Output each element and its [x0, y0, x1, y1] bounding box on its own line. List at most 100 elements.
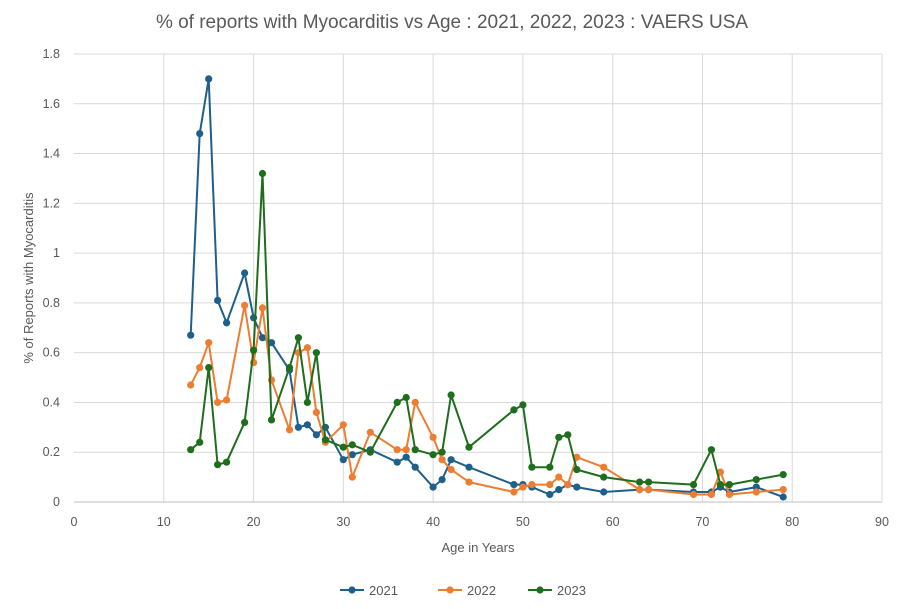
legend-item: 2022 [438, 583, 496, 598]
data-point [645, 486, 653, 494]
data-point [600, 488, 608, 496]
data-point [393, 398, 401, 406]
data-point [241, 269, 249, 277]
data-point [339, 443, 347, 451]
data-point [187, 446, 195, 454]
data-point [303, 398, 311, 406]
data-point [689, 490, 698, 499]
y-tick-label: 0.6 [43, 346, 60, 360]
data-point [411, 446, 419, 454]
data-point [438, 476, 446, 484]
data-point [339, 456, 347, 464]
data-point [707, 446, 716, 454]
data-point [564, 431, 572, 439]
data-point [447, 456, 455, 464]
data-point [312, 349, 320, 357]
series-2023 [187, 169, 787, 489]
data-point [752, 476, 760, 484]
x-tick-label: 20 [247, 515, 261, 529]
x-tick-label: 30 [336, 515, 350, 529]
y-tick-label: 0.8 [43, 296, 60, 310]
y-tick-label: 1.8 [43, 47, 60, 61]
data-point [519, 483, 527, 491]
data-point [258, 304, 267, 312]
data-point [600, 473, 608, 481]
data-point [250, 346, 258, 354]
data-point [402, 393, 410, 402]
data-point [294, 423, 302, 431]
data-point [510, 481, 518, 489]
data-point [241, 418, 249, 426]
data-point [303, 421, 311, 429]
series-2021 [187, 75, 787, 501]
data-point [716, 481, 725, 489]
data-point [285, 364, 294, 372]
data-point [546, 490, 554, 499]
y-tick-label: 1 [53, 246, 60, 260]
data-point [321, 436, 329, 444]
x-axis-ticks: 0 10 20 30 40 50 60 70 80 90 [71, 515, 889, 529]
data-point [447, 391, 455, 399]
data-point [429, 483, 437, 491]
y-tick-label: 0.4 [43, 395, 60, 409]
x-tick-label: 70 [695, 515, 709, 529]
data-point [645, 478, 653, 486]
data-point [339, 421, 347, 429]
data-point [411, 463, 419, 471]
y-tick-label: 0.2 [43, 445, 60, 459]
data-point [393, 446, 401, 454]
legend-item: 2021 [340, 583, 398, 598]
data-point [555, 486, 563, 494]
data-point [402, 446, 410, 454]
legend-swatch-marker [348, 586, 356, 594]
data-point [348, 473, 356, 481]
data-point [779, 486, 787, 494]
x-axis-label: Age in Years [441, 540, 515, 555]
data-point [510, 406, 518, 414]
data-point [214, 398, 222, 406]
data-point [258, 334, 267, 342]
data-point [447, 466, 455, 474]
data-point [366, 428, 374, 436]
data-point [465, 478, 473, 486]
data-point [779, 493, 787, 501]
data-point [564, 481, 572, 489]
data-point [303, 344, 311, 352]
data-point [636, 486, 644, 494]
data-point [393, 458, 401, 466]
data-point [725, 490, 734, 499]
data-point [528, 463, 536, 471]
legend-swatch-marker [446, 586, 454, 594]
data-point [438, 456, 446, 464]
data-point [519, 401, 527, 409]
data-point [600, 463, 608, 471]
y-axis-ticks: 0 0.2 0.4 0.6 0.8 1 1.2 1.4 1.6 1.8 [43, 47, 60, 509]
data-point [196, 438, 204, 446]
y-tick-label: 0 [53, 495, 60, 509]
x-tick-label: 50 [516, 515, 530, 529]
x-tick-label: 40 [426, 515, 440, 529]
series-line [189, 77, 784, 498]
x-tick-label: 90 [875, 515, 889, 529]
series-layer [187, 75, 787, 501]
data-point [465, 443, 473, 451]
y-axis-label: % of Reports with Myocarditis [21, 192, 36, 364]
data-point [402, 453, 410, 461]
series-line [190, 172, 784, 486]
y-tick-label: 1.2 [43, 196, 60, 210]
data-point [573, 466, 581, 474]
data-point [528, 481, 536, 489]
data-point [366, 448, 374, 456]
data-point [205, 339, 213, 347]
data-point [348, 441, 356, 449]
legend-swatch-marker [536, 586, 544, 594]
data-point [707, 490, 716, 499]
legend-label: 2023 [557, 583, 586, 598]
x-tick-label: 60 [606, 515, 620, 529]
data-point [214, 461, 222, 469]
data-point [438, 448, 446, 456]
data-point [294, 334, 302, 342]
data-point [752, 488, 760, 496]
data-point [725, 481, 734, 489]
data-point [348, 451, 356, 459]
